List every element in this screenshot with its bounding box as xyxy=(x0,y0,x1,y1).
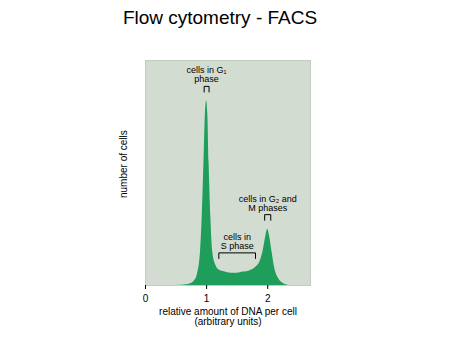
svg-text:1: 1 xyxy=(204,293,210,304)
svg-text:relative amount of DNA per cel: relative amount of DNA per cell(arbitrar… xyxy=(159,306,297,327)
svg-text:2: 2 xyxy=(265,293,271,304)
svg-text:cells inS phase: cells inS phase xyxy=(221,232,254,251)
svg-text:cells in G₂ andM phases: cells in G₂ andM phases xyxy=(239,194,297,213)
svg-text:number of cells: number of cells xyxy=(118,130,129,198)
html-text:Flow cytometry - FACS: Flow cytometry - FACS xyxy=(122,7,318,28)
svg-text:0: 0 xyxy=(143,293,149,304)
svg-text:cells in G₁phase: cells in G₁phase xyxy=(187,65,227,84)
